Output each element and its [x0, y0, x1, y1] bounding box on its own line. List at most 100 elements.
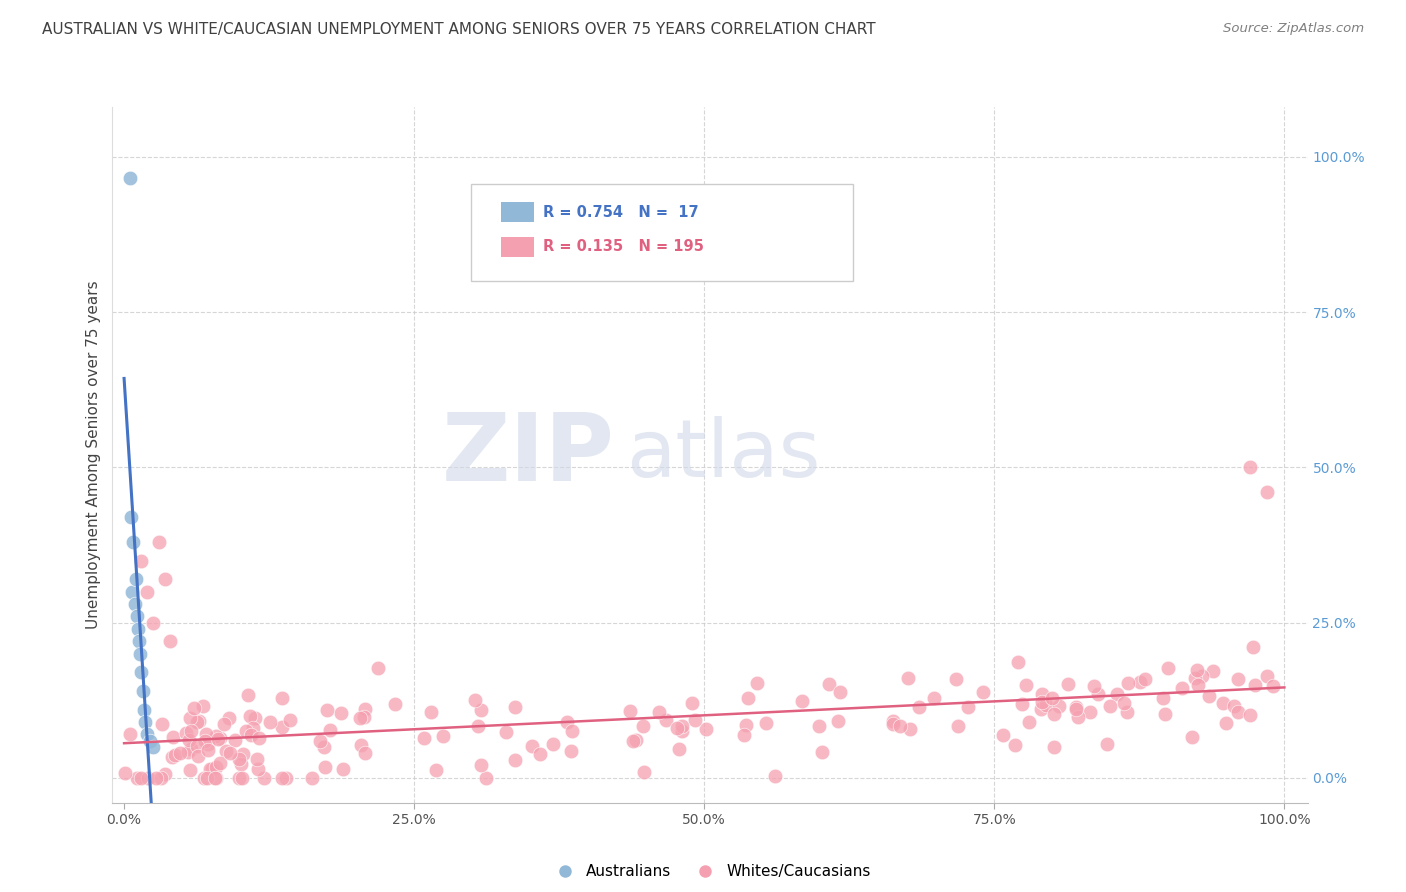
Point	[231, 771, 253, 785]
Text: AUSTRALIAN VS WHITE/CAUCASIAN UNEMPLOYMENT AMONG SENIORS OVER 75 YEARS CORRELATI: AUSTRALIAN VS WHITE/CAUCASIAN UNEMPLOYME…	[42, 22, 876, 37]
Point	[131, 553, 153, 567]
Point	[1241, 640, 1264, 654]
Point	[792, 694, 814, 708]
Point	[1018, 714, 1040, 729]
Point	[529, 747, 551, 762]
Point	[149, 771, 172, 785]
Point	[1116, 706, 1139, 720]
Text: R = 0.754   N =  17: R = 0.754 N = 17	[543, 204, 699, 219]
Point	[897, 671, 920, 685]
Point	[353, 746, 375, 760]
Point	[235, 723, 257, 738]
Point	[1067, 710, 1090, 724]
Point	[1015, 677, 1038, 691]
Point	[1261, 679, 1284, 693]
Point	[1035, 698, 1057, 712]
Point	[314, 760, 336, 774]
Point	[1040, 690, 1063, 705]
Point	[948, 719, 970, 733]
Point	[148, 534, 170, 549]
Point	[201, 762, 224, 776]
Point	[177, 745, 200, 759]
Point	[1043, 706, 1066, 721]
Point	[624, 733, 647, 747]
Point	[1083, 679, 1105, 693]
Point	[1152, 690, 1174, 705]
Point	[124, 597, 146, 611]
Point	[737, 690, 759, 705]
Point	[195, 727, 218, 741]
Point	[242, 721, 264, 735]
Point	[1212, 696, 1234, 710]
Text: Source: ZipAtlas.com: Source: ZipAtlas.com	[1223, 22, 1364, 36]
Point	[118, 727, 141, 741]
Point	[169, 747, 191, 761]
Point	[467, 719, 489, 733]
Point	[197, 737, 219, 751]
Text: ZIP: ZIP	[441, 409, 614, 501]
Point	[810, 745, 832, 759]
Point	[1180, 730, 1202, 744]
Point	[165, 748, 187, 763]
Point	[763, 768, 786, 782]
Point	[945, 673, 967, 687]
Point	[1184, 671, 1206, 685]
Point	[541, 738, 564, 752]
Point	[470, 758, 492, 772]
Point	[353, 710, 375, 724]
Point	[186, 739, 208, 754]
Point	[1031, 687, 1053, 701]
Point	[232, 747, 254, 761]
Point	[367, 661, 389, 675]
Point	[142, 615, 165, 630]
Point	[316, 703, 339, 717]
Point	[153, 572, 176, 586]
Point	[125, 572, 148, 586]
Point	[425, 763, 447, 777]
Point	[1043, 740, 1066, 755]
Text: atlas: atlas	[626, 416, 821, 494]
Point	[733, 728, 755, 742]
Point	[384, 697, 406, 711]
Point	[828, 684, 851, 698]
Point	[412, 731, 434, 745]
Point	[194, 734, 217, 748]
Point	[204, 771, 226, 785]
Point	[1239, 460, 1261, 475]
Point	[132, 703, 155, 717]
Point	[247, 731, 270, 746]
Point	[1153, 706, 1175, 721]
Point	[818, 676, 841, 690]
Point	[1215, 715, 1237, 730]
Point	[631, 719, 654, 733]
Point	[271, 771, 294, 785]
Point	[1171, 681, 1194, 696]
Bar	[501, 202, 534, 222]
Point	[1157, 661, 1180, 675]
Point	[1064, 701, 1087, 715]
Point	[827, 714, 849, 728]
Point	[188, 714, 211, 728]
Point	[118, 171, 141, 186]
Point	[127, 622, 149, 636]
Legend: Australians, Whites/Caucasians: Australians, Whites/Caucasians	[543, 858, 877, 886]
Point	[193, 699, 215, 714]
Point	[1256, 669, 1278, 683]
Point	[972, 685, 994, 699]
Point	[204, 730, 226, 744]
Point	[665, 721, 688, 735]
Point	[131, 665, 153, 680]
Point	[671, 724, 693, 739]
Point	[120, 510, 142, 524]
Point	[236, 688, 259, 702]
Point	[1064, 699, 1087, 714]
Point	[1202, 665, 1225, 679]
Point	[136, 771, 159, 785]
Point	[734, 718, 756, 732]
Point	[253, 771, 276, 785]
Point	[228, 771, 250, 785]
Point	[350, 739, 373, 753]
Point	[179, 733, 201, 747]
Point	[197, 743, 219, 757]
Point	[354, 702, 377, 716]
